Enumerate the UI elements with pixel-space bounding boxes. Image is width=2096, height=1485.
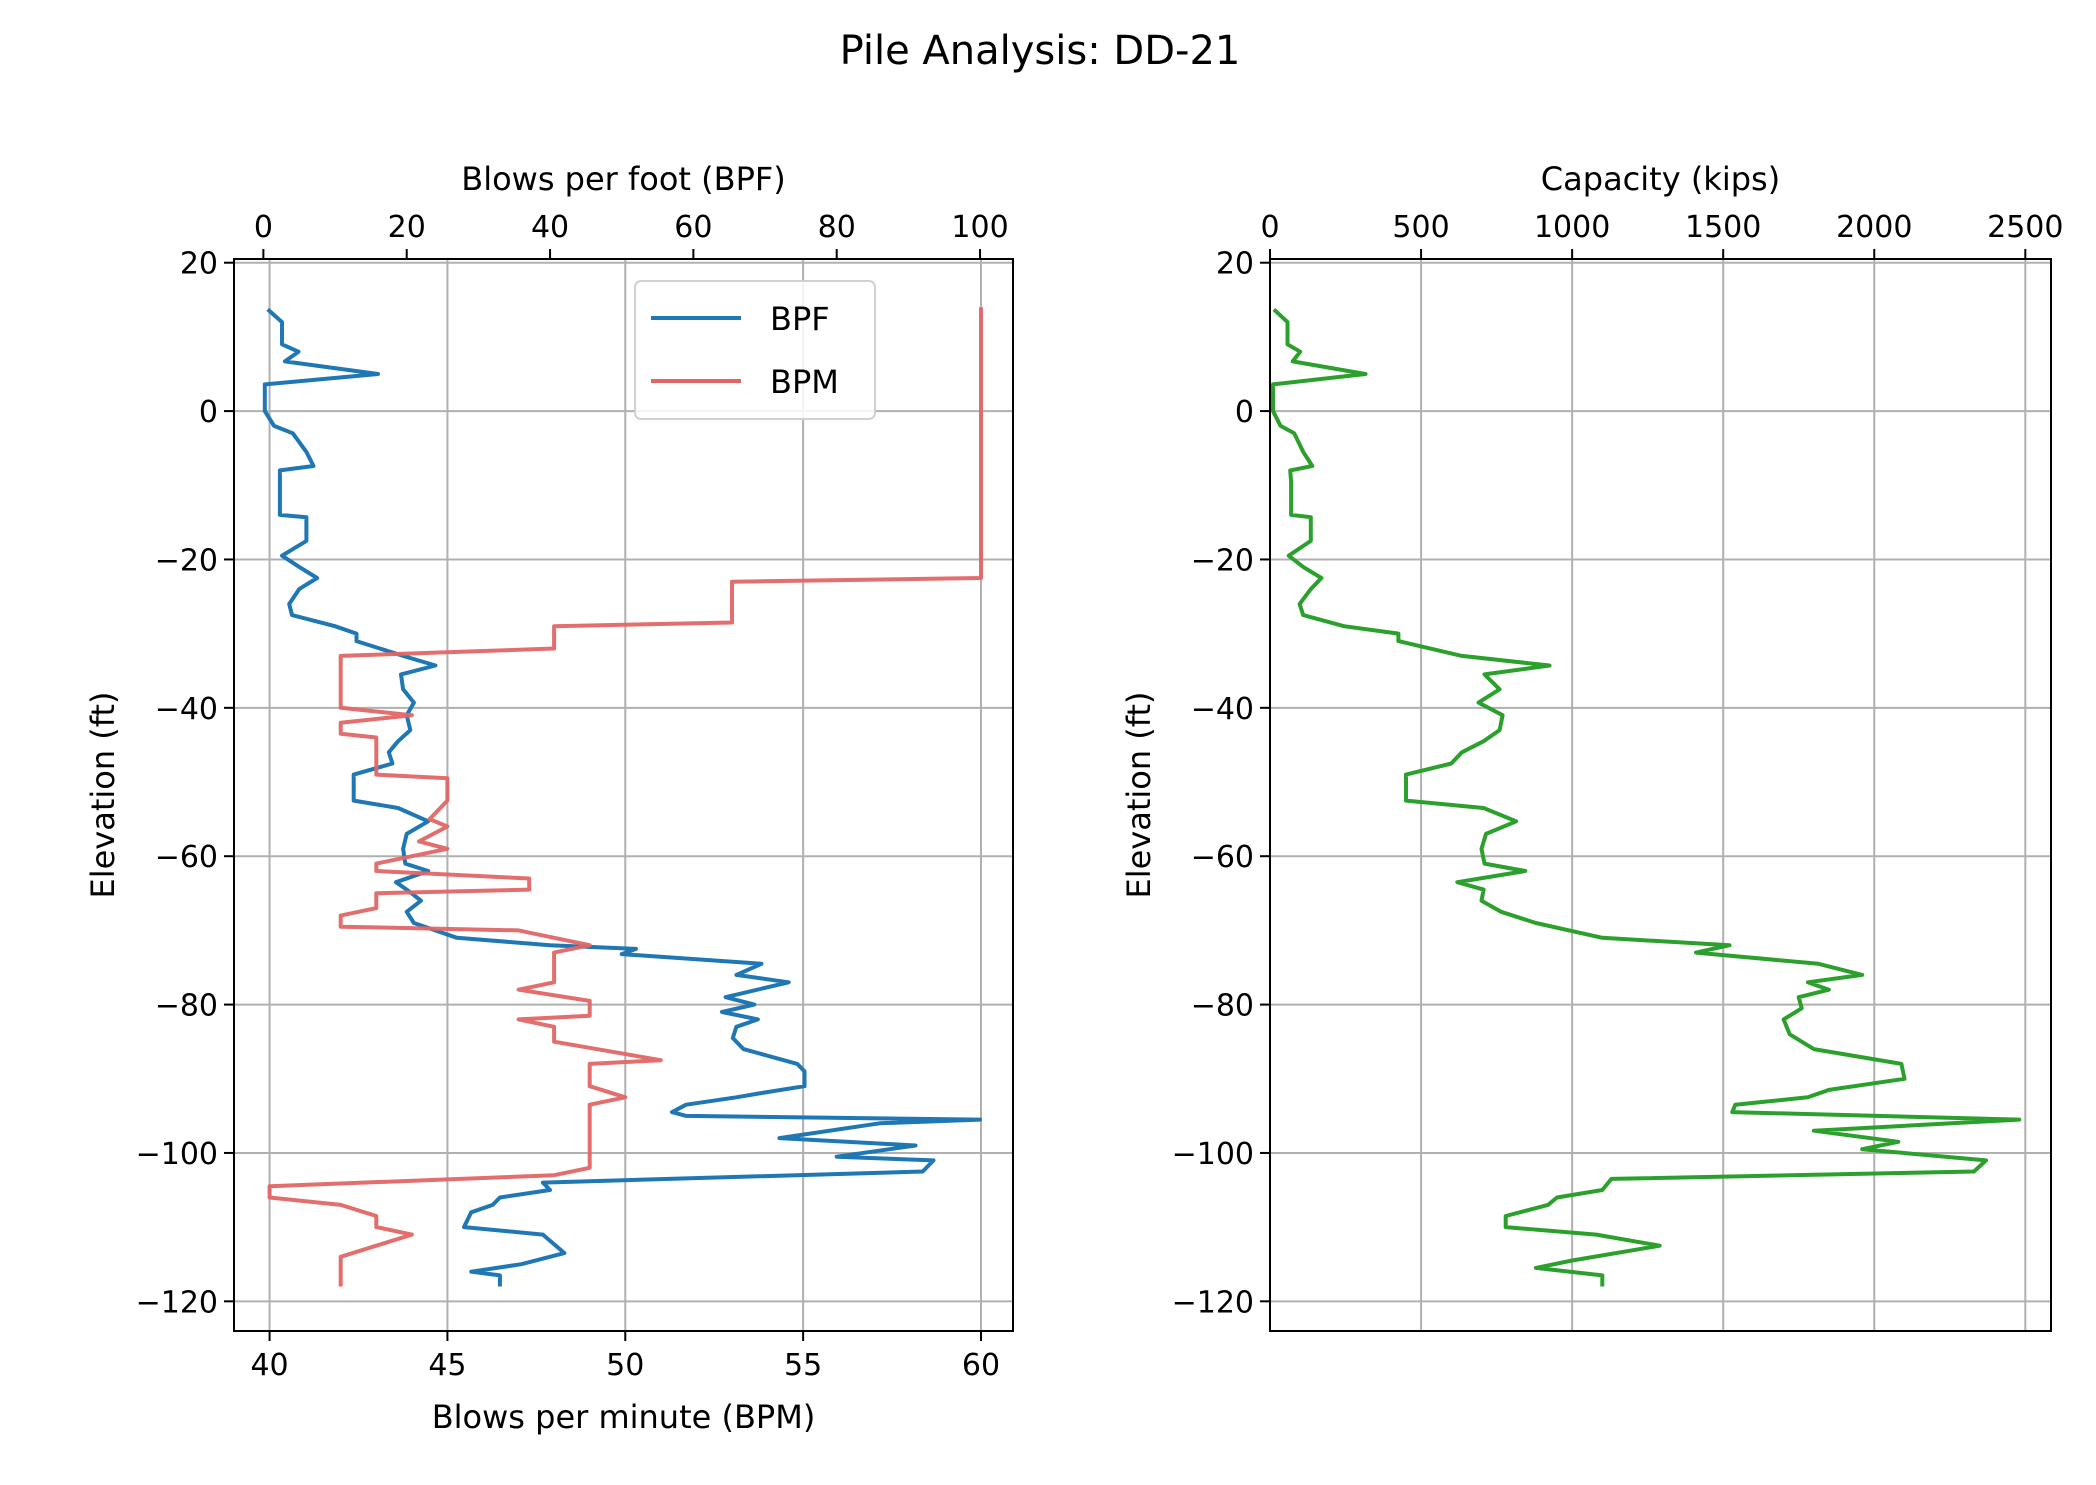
y-axis-label: Elevation (ft): [1120, 691, 1158, 898]
y-tick-label: −60: [1191, 840, 1254, 875]
bottom-x-tick-label: 55: [784, 1348, 822, 1383]
series-line-bpm: [267, 307, 983, 1287]
top-x-axis-label: Capacity (kips): [1541, 160, 1780, 198]
y-tick-label: −40: [1191, 692, 1254, 727]
bottom-x-axis-label: Blows per minute (BPM): [432, 1398, 816, 1436]
top-x-tick-label: 2500: [1987, 210, 2063, 245]
y-tick-label: −80: [155, 989, 218, 1024]
bottom-x-tick-label: 60: [962, 1348, 1000, 1383]
y-tick-label: −120: [136, 1285, 218, 1320]
legend-box: [634, 280, 876, 420]
top-x-tick-label: 1500: [1685, 210, 1761, 245]
top-x-tick-label: 0: [1260, 210, 1279, 245]
y-tick-label: 20: [1216, 247, 1254, 282]
top-x-tick-label: 500: [1392, 210, 1449, 245]
bottom-x-tick-label: 50: [606, 1348, 644, 1383]
top-x-tick-label: 0: [254, 210, 273, 245]
top-x-tick-label: 2000: [1836, 210, 1912, 245]
legend-label-bpf: BPF: [770, 300, 830, 338]
top-x-axis-label: Blows per foot (BPF): [461, 160, 786, 198]
y-tick-label: −80: [1191, 989, 1254, 1024]
axes-frame: [233, 258, 1014, 1332]
y-tick-label: −100: [1172, 1137, 1254, 1172]
top-x-tick-label: 100: [951, 210, 1008, 245]
y-tick-label: −40: [155, 692, 218, 727]
y-tick-label: 20: [180, 247, 218, 282]
y-tick-label: −20: [1191, 543, 1254, 578]
figure-title: Pile Analysis: DD-21: [840, 28, 1241, 74]
top-x-tick-label: 60: [674, 210, 712, 245]
series-line-capacity: [1271, 307, 2022, 1287]
y-tick-label: −120: [1172, 1285, 1254, 1320]
top-x-tick-label: 80: [818, 210, 856, 245]
top-x-tick-label: 20: [388, 210, 426, 245]
y-tick-label: 0: [1235, 395, 1254, 430]
y-tick-label: −20: [155, 543, 218, 578]
legend-label-bpm: BPM: [770, 363, 839, 401]
y-tick-label: 0: [199, 395, 218, 430]
top-x-tick-label: 40: [531, 210, 569, 245]
bottom-x-tick-label: 45: [428, 1348, 466, 1383]
legend: BPF BPM: [634, 280, 876, 420]
axes-frame: [1269, 258, 2052, 1332]
y-axis-label: Elevation (ft): [84, 691, 122, 898]
bottom-x-tick-label: 40: [250, 1348, 288, 1383]
series-line-bpf: [262, 307, 982, 1287]
y-tick-label: −100: [136, 1137, 218, 1172]
top-x-tick-label: 1000: [1534, 210, 1610, 245]
y-tick-label: −60: [155, 840, 218, 875]
left-plot-bpf-bpm: 20 0 −20 −40 −60 −80 −100 −120 Elevation (ft) 0 20…: [84, 160, 1014, 1436]
